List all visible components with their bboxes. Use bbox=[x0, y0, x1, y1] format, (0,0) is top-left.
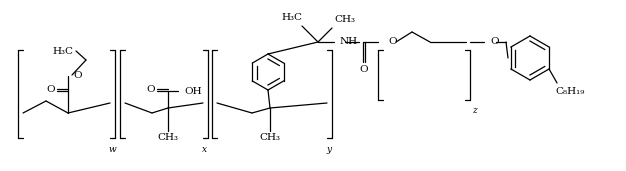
Text: NH: NH bbox=[340, 37, 358, 47]
Text: H₃C: H₃C bbox=[281, 14, 302, 23]
Text: x: x bbox=[202, 145, 208, 154]
Text: O: O bbox=[388, 37, 397, 47]
Text: z: z bbox=[472, 106, 477, 115]
Text: CH₃: CH₃ bbox=[260, 134, 280, 142]
Text: O: O bbox=[146, 86, 155, 95]
Text: O: O bbox=[47, 86, 55, 95]
Text: CH₃: CH₃ bbox=[334, 16, 355, 24]
Text: C₈H₁₉: C₈H₁₉ bbox=[555, 87, 585, 95]
Text: H₃C: H₃C bbox=[52, 47, 73, 56]
Text: y: y bbox=[326, 145, 332, 154]
Text: O: O bbox=[490, 37, 499, 47]
Text: O: O bbox=[360, 64, 368, 74]
Text: OH: OH bbox=[184, 87, 202, 95]
Text: w: w bbox=[108, 145, 116, 154]
Text: CH₃: CH₃ bbox=[158, 134, 178, 142]
Text: O: O bbox=[73, 70, 81, 80]
